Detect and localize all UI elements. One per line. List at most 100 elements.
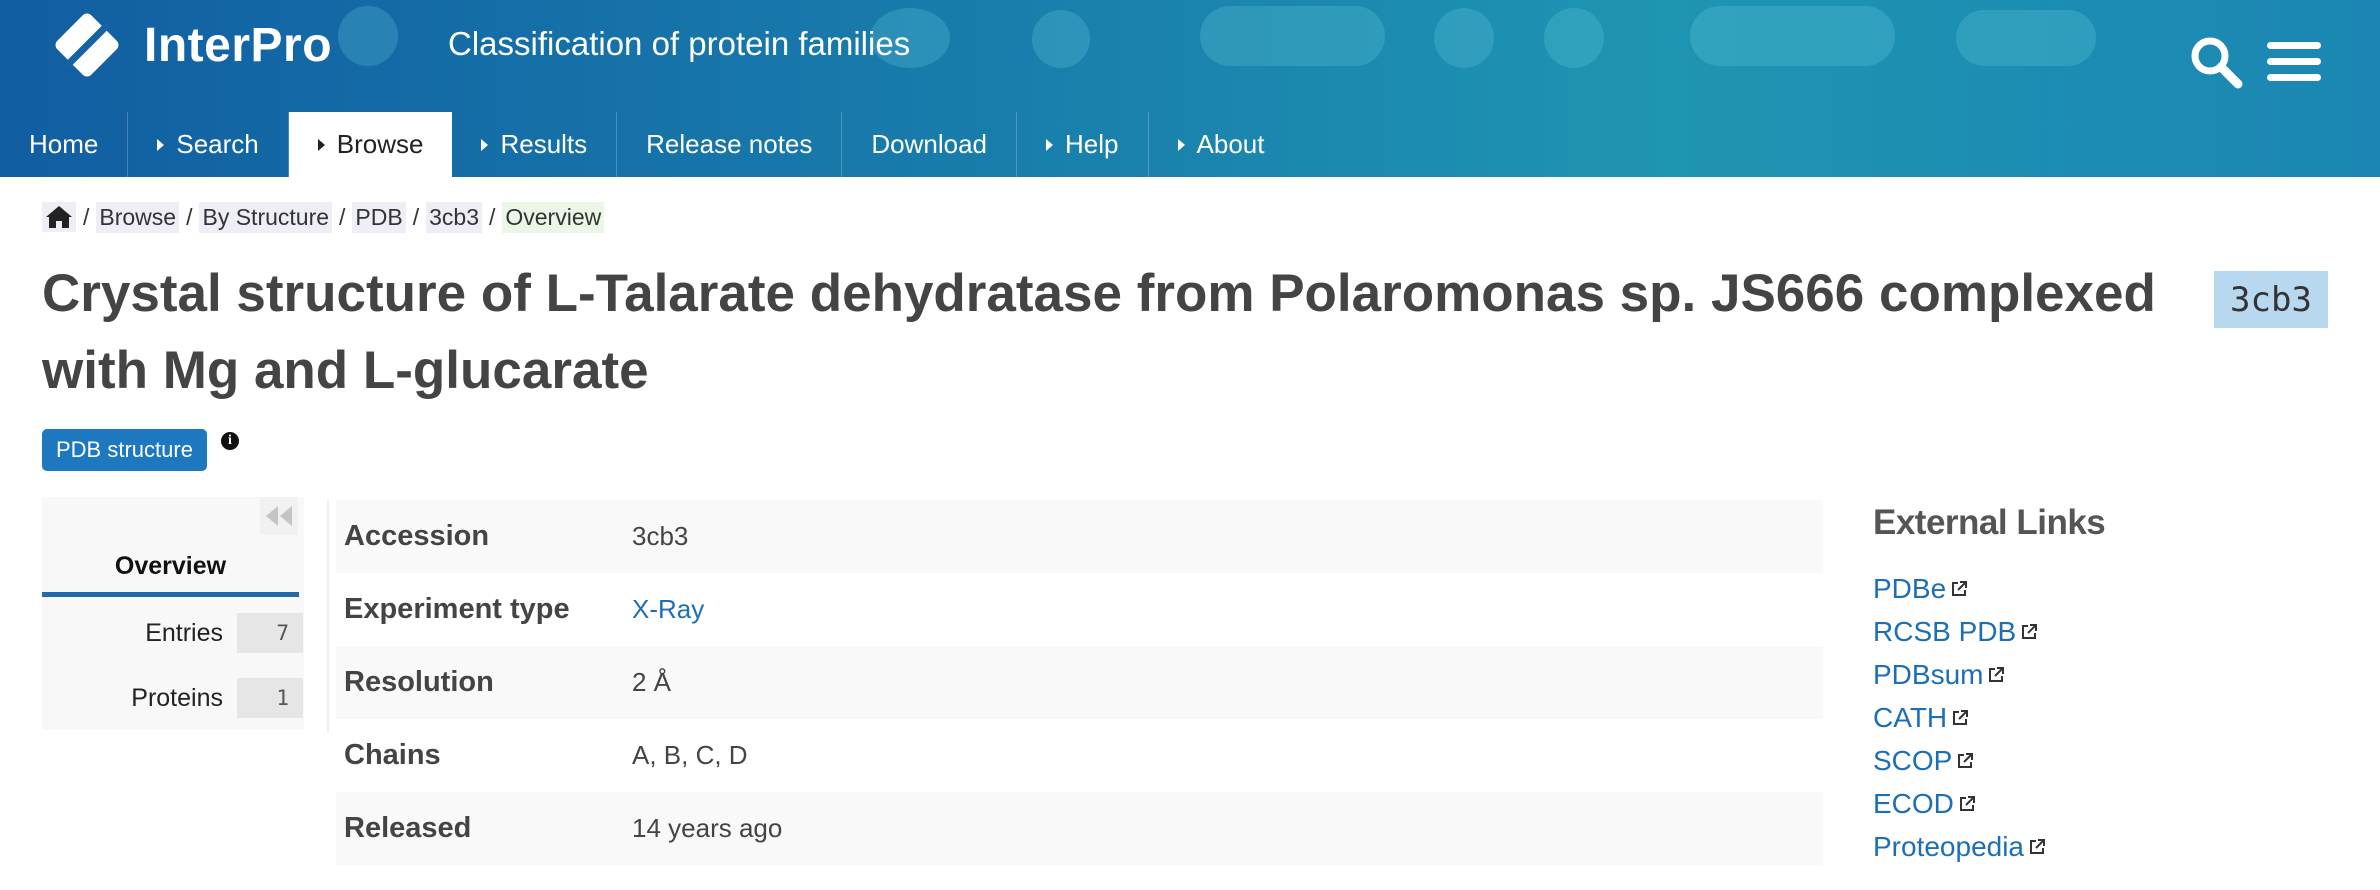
external-link-label: PDBe xyxy=(1873,572,1947,604)
breadcrumb-browse[interactable]: Browse xyxy=(96,201,180,233)
header-decoration xyxy=(870,8,950,68)
external-link-icon xyxy=(1958,752,1974,768)
nav-download[interactable]: Download xyxy=(842,112,1018,177)
external-link-icon xyxy=(1989,666,2005,682)
detail-key: Chains xyxy=(344,739,441,771)
breadcrumb-accession[interactable]: 3cb3 xyxy=(426,201,482,233)
detail-value: 2 Å xyxy=(632,667,672,697)
nav-about-label: About xyxy=(1196,129,1265,159)
external-link-pdbsum[interactable]: PDBsum xyxy=(1873,653,2046,696)
nav-help[interactable]: Help xyxy=(1017,112,1149,177)
nav-results-label: Results xyxy=(500,129,588,159)
detail-value: 14 years ago xyxy=(632,813,783,843)
detail-row-resolution: Resolution 2 Å xyxy=(336,646,1823,719)
external-link-ecod[interactable]: ECOD xyxy=(1873,782,2046,825)
breadcrumb-separator: / xyxy=(488,203,496,230)
external-link-icon xyxy=(1953,709,1969,725)
header-decoration xyxy=(338,6,398,66)
site-tagline: Classification of protein families xyxy=(448,25,911,62)
main-nav: Home Search Browse Results Release notes… xyxy=(0,112,1293,177)
header-decoration xyxy=(1690,6,1895,66)
nav-release-notes-label: Release notes xyxy=(646,129,813,159)
nav-help-label: Help xyxy=(1065,129,1119,159)
header-decoration xyxy=(1032,10,1090,68)
external-link-cath[interactable]: CATH xyxy=(1873,696,2046,739)
hamburger-menu-icon[interactable] xyxy=(2264,32,2324,92)
external-link-pdbe[interactable]: PDBe xyxy=(1873,567,2046,610)
detail-value: 3cb3 xyxy=(632,521,689,551)
detail-key: Experiment type xyxy=(344,593,570,625)
header-decoration xyxy=(1200,6,1385,66)
nav-release-notes[interactable]: Release notes xyxy=(617,112,843,177)
external-link-icon xyxy=(2022,623,2038,639)
breadcrumb-home[interactable] xyxy=(42,202,76,232)
external-link-label: SCOP xyxy=(1873,744,1953,776)
nav-search[interactable]: Search xyxy=(128,112,289,177)
external-link-icon xyxy=(2030,838,2046,854)
collapse-sidebar-button[interactable] xyxy=(260,497,298,535)
breadcrumb-separator: / xyxy=(339,203,346,230)
detail-row-experiment-type: Experiment type X-Ray xyxy=(336,573,1823,646)
pdb-structure-badge: PDB structure xyxy=(42,429,207,471)
breadcrumb-separator: / xyxy=(186,203,193,230)
interpro-logo-icon xyxy=(53,11,121,79)
external-link-label: ECOD xyxy=(1873,787,1954,819)
external-links-heading: External Links xyxy=(1873,503,2106,542)
nav-browse[interactable]: Browse xyxy=(288,112,453,177)
nav-download-label: Download xyxy=(871,129,988,159)
header-decoration xyxy=(1956,10,2096,66)
external-link-scop[interactable]: SCOP xyxy=(1873,739,2046,782)
breadcrumb-by-structure[interactable]: By Structure xyxy=(199,201,333,233)
caret-right-icon xyxy=(157,138,165,151)
info-icon[interactable]: i xyxy=(221,432,239,450)
sidebar-tab-overview[interactable]: Overview xyxy=(42,552,299,597)
sidebar-item-count: 1 xyxy=(237,678,303,718)
site-header: InterPro Classification of protein famil… xyxy=(0,0,2380,177)
breadcrumb: / Browse / By Structure / PDB / 3cb3 / O… xyxy=(42,200,605,234)
sidebar-item-count: 7 xyxy=(237,613,303,653)
caret-right-icon xyxy=(317,138,325,151)
external-links-list: PDBe RCSB PDB PDBsum CATH SCOP ECOD Proteopedi… xyxy=(1873,567,2046,868)
external-link-label: RCSB PDB xyxy=(1873,615,2017,647)
nav-browse-label: Browse xyxy=(336,129,424,159)
breadcrumb-separator: / xyxy=(412,203,420,230)
external-link-label: PDBsum xyxy=(1873,658,1984,690)
double-chevron-left-icon xyxy=(266,506,292,526)
nav-home-label: Home xyxy=(29,129,99,159)
detail-key: Released xyxy=(344,812,472,844)
detail-row-accession: Accession 3cb3 xyxy=(336,500,1823,573)
breadcrumb-separator: / xyxy=(83,203,90,230)
nav-results[interactable]: Results xyxy=(452,112,618,177)
caret-right-icon xyxy=(1046,138,1054,151)
detail-row-released: Released 14 years ago xyxy=(336,792,1823,865)
nav-about[interactable]: About xyxy=(1149,112,1294,177)
breadcrumb-pdb[interactable]: PDB xyxy=(352,201,406,233)
sidebar-item-entries[interactable]: Entries 7 xyxy=(42,612,303,654)
sidebar-divider xyxy=(327,500,329,733)
sidebar-item-proteins[interactable]: Proteins 1 xyxy=(42,677,303,719)
caret-right-icon xyxy=(1177,138,1185,151)
logo-text: InterPro xyxy=(144,18,333,72)
accession-badge: 3cb3 xyxy=(2214,271,2328,328)
external-link-label: CATH xyxy=(1873,701,1948,733)
experiment-type-link[interactable]: X-Ray xyxy=(632,594,705,624)
external-link-icon xyxy=(1952,580,1968,596)
sidebar-item-label: Entries xyxy=(145,618,223,647)
home-icon xyxy=(46,206,72,228)
detail-value: A, B, C, D xyxy=(632,740,748,770)
nav-home[interactable]: Home xyxy=(0,112,129,177)
nav-search-label: Search xyxy=(176,129,259,159)
detail-key: Accession xyxy=(344,520,490,552)
search-icon[interactable] xyxy=(2186,32,2246,92)
external-link-label: Proteopedia xyxy=(1873,830,2025,862)
sidebar-item-label: Proteins xyxy=(131,683,223,712)
detail-key: Resolution xyxy=(344,666,494,698)
external-link-icon xyxy=(1959,795,1975,811)
caret-right-icon xyxy=(481,138,489,151)
site-logo[interactable]: InterPro xyxy=(53,6,333,84)
header-decoration xyxy=(1434,8,1494,68)
external-link-proteopedia[interactable]: Proteopedia xyxy=(1873,825,2046,868)
header-decoration xyxy=(1544,8,1604,68)
breadcrumb-overview: Overview xyxy=(502,201,605,233)
external-link-rcsb-pdb[interactable]: RCSB PDB xyxy=(1873,610,2046,653)
